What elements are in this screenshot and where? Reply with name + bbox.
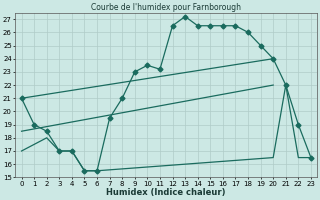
X-axis label: Humidex (Indice chaleur): Humidex (Indice chaleur) [107,188,226,197]
Title: Courbe de l'humidex pour Farnborough: Courbe de l'humidex pour Farnborough [91,3,241,12]
